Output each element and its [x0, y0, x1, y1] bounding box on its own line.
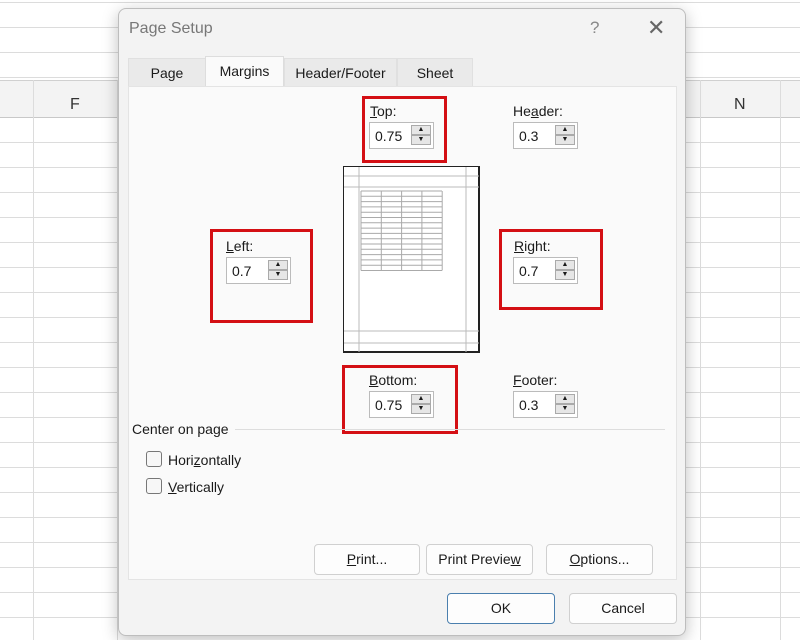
- tab-header-footer[interactable]: Header/Footer: [284, 58, 397, 86]
- column-header-n[interactable]: N: [734, 96, 746, 113]
- tab-page[interactable]: Page: [128, 58, 206, 86]
- tab-sheet[interactable]: Sheet: [397, 58, 473, 86]
- center-on-page-label: Center on page: [132, 421, 233, 437]
- spin-down-icon[interactable]: ▼: [411, 135, 431, 145]
- print-button[interactable]: Print...: [314, 544, 420, 575]
- right-label: Right:: [514, 238, 551, 254]
- right-margin-input[interactable]: 0.7: [519, 263, 539, 279]
- spin-up-icon[interactable]: ▲: [411, 125, 431, 135]
- center-on-page-separator: [235, 429, 665, 430]
- left-margin-input[interactable]: 0.7: [232, 263, 252, 279]
- spin-up-icon[interactable]: ▲: [555, 125, 575, 135]
- bottom-label: Bottom:: [369, 372, 418, 388]
- left-margin-spinner[interactable]: 0.7 ▲ ▼: [226, 257, 291, 284]
- vertically-label[interactable]: Vertically: [168, 479, 225, 495]
- ok-button[interactable]: OK: [447, 593, 555, 624]
- left-label: Left:: [226, 238, 254, 254]
- vertically-checkbox[interactable]: [146, 478, 162, 494]
- help-icon[interactable]: ?: [590, 18, 600, 37]
- horizontally-checkbox[interactable]: [146, 451, 162, 467]
- highlight-bottom: [342, 365, 458, 434]
- close-icon[interactable]: ✕: [647, 15, 666, 40]
- footer-margin-input[interactable]: 0.3: [519, 397, 539, 413]
- header-label: Header:: [513, 103, 563, 119]
- page-preview: [343, 166, 480, 353]
- footer-label: Footer:: [513, 372, 558, 388]
- options-button[interactable]: Options...: [546, 544, 653, 575]
- cancel-button[interactable]: Cancel: [569, 593, 677, 624]
- header-margin-input[interactable]: 0.3: [519, 128, 539, 144]
- spin-up-icon[interactable]: ▲: [411, 394, 431, 404]
- print-preview-button[interactable]: Print Preview: [426, 544, 533, 575]
- right-margin-spinner[interactable]: 0.7 ▲ ▼: [513, 257, 578, 284]
- column-header-f[interactable]: F: [70, 96, 80, 113]
- highlight-left: [210, 229, 313, 323]
- footer-margin-spinner[interactable]: 0.3 ▲ ▼: [513, 391, 578, 418]
- spin-up-icon[interactable]: ▲: [555, 260, 575, 270]
- spin-up-icon[interactable]: ▲: [268, 260, 288, 270]
- top-label: Top:: [370, 103, 397, 119]
- spin-down-icon[interactable]: ▼: [555, 270, 575, 280]
- spin-down-icon[interactable]: ▼: [555, 404, 575, 414]
- spin-up-icon[interactable]: ▲: [555, 394, 575, 404]
- top-margin-spinner[interactable]: 0.75 ▲ ▼: [369, 122, 434, 149]
- highlight-right: [499, 229, 603, 310]
- page-preview-graphic: [344, 167, 479, 352]
- spin-down-icon[interactable]: ▼: [268, 270, 288, 280]
- spin-down-icon[interactable]: ▼: [555, 135, 575, 145]
- margins-panel: Top: 0.75 ▲ ▼ Header: 0.3 ▲ ▼ Left: 0.7 ▲ ▼ Ri…: [128, 86, 677, 580]
- header-margin-spinner[interactable]: 0.3 ▲ ▼: [513, 122, 578, 149]
- bottom-margin-spinner[interactable]: 0.75 ▲ ▼: [369, 391, 434, 418]
- horizontally-label[interactable]: Horizontally: [168, 452, 242, 468]
- spin-down-icon[interactable]: ▼: [411, 404, 431, 414]
- page-setup-dialog: Page Setup ? ✕ Page Margins Header/Foote…: [118, 8, 686, 636]
- tab-margins[interactable]: Margins: [205, 56, 284, 87]
- top-margin-input[interactable]: 0.75: [375, 128, 403, 144]
- dialog-title: Page Setup: [129, 20, 213, 37]
- highlight-top: [362, 96, 447, 163]
- bottom-margin-input[interactable]: 0.75: [375, 397, 403, 413]
